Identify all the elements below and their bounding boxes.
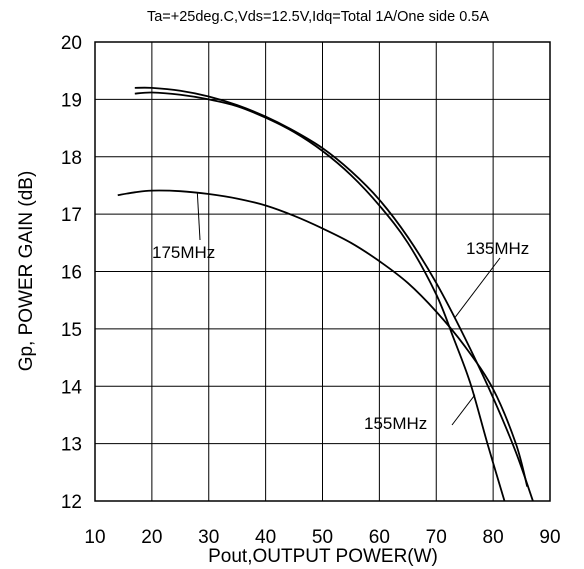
leader-175mhz (196, 193, 201, 241)
plot-frame (94, 41, 551, 502)
series-line-155mhz (134, 91, 506, 502)
annotation-135mhz: 135MHz (466, 239, 529, 258)
leader-155mhz (451, 394, 476, 426)
y-tick-label: 15 (61, 320, 82, 341)
annotation-175mhz: 175MHz (152, 243, 215, 262)
x-tick-label: 20 (141, 527, 162, 548)
x-tick-label: 10 (84, 527, 105, 548)
series-line-175mhz (117, 189, 529, 487)
grid (94, 41, 551, 502)
y-tick-label: 19 (61, 90, 82, 111)
x-tick-label: 50 (312, 527, 333, 548)
leader-135mhz (454, 257, 501, 318)
x-tick-labels: 10 20 30 40 50 60 70 80 90 (84, 527, 560, 548)
y-tick-label: 14 (61, 377, 83, 398)
y-tick-labels: 12 13 14 15 16 17 18 19 20 (61, 33, 83, 513)
y-tick-label: 17 (61, 205, 82, 226)
annotation-leaders (196, 193, 501, 426)
x-tick-label: 30 (198, 527, 219, 548)
series-lines (117, 86, 534, 502)
x-tick-label: 80 (483, 527, 504, 548)
x-tick-label: 70 (426, 527, 447, 548)
x-tick-label: 90 (539, 527, 560, 548)
y-axis-label: Gp, POWER GAIN (dB) (16, 171, 37, 372)
x-tick-label: 40 (255, 527, 276, 548)
y-tick-label: 13 (61, 435, 82, 456)
y-tick-label: 18 (61, 148, 82, 169)
y-tick-label: 16 (61, 263, 82, 284)
x-axis-label: Pout,OUTPUT POWER(W) (208, 546, 438, 567)
series-line-135mhz (134, 86, 534, 502)
x-tick-label: 60 (369, 527, 390, 548)
y-tick-label: 20 (61, 33, 82, 54)
annotation-155mhz: 155MHz (364, 414, 427, 433)
chart-title: Ta=+25deg.C,Vds=12.5V,Idq=Total 1A/One s… (147, 9, 489, 25)
y-tick-label: 12 (61, 492, 82, 513)
